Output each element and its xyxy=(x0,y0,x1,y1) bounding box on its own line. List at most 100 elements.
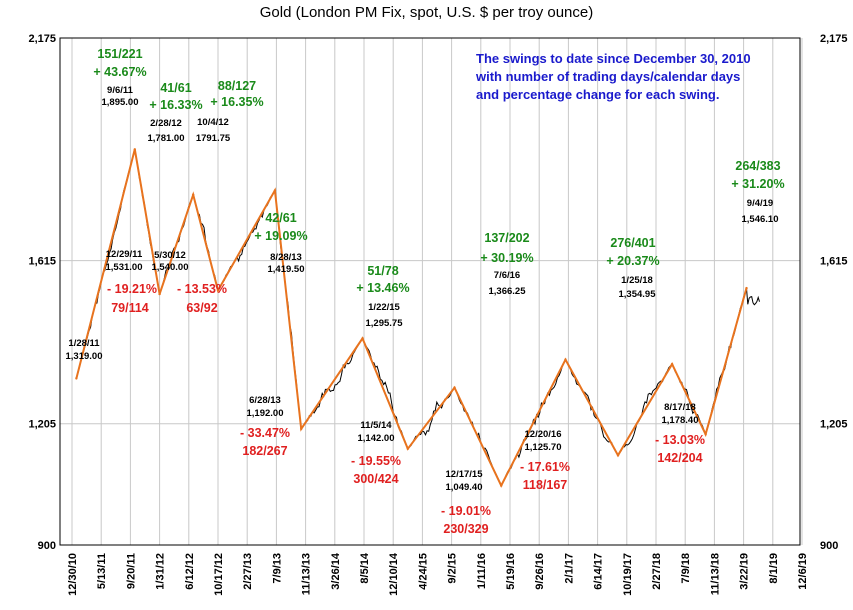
y-tick-label-left: 900 xyxy=(38,540,56,552)
x-tick-label: 3/26/14 xyxy=(330,552,342,590)
swing-point xyxy=(670,362,674,366)
annotation-line-1: 12/20/16 xyxy=(525,429,562,440)
annotation-line-2: 1,531.00 xyxy=(106,262,143,273)
x-tick-label: 5/13/11 xyxy=(96,553,108,589)
y-tick-label-right: 1,615 xyxy=(820,256,848,268)
swing-point xyxy=(616,454,620,457)
annotation-line-2: 1,540.00 xyxy=(152,262,189,273)
swing-point-label: 1/28/11 1,319.00 xyxy=(66,338,103,362)
annotation-line-1: 1/25/18 xyxy=(621,275,653,286)
annotation-line-1: 8/17/18 xyxy=(664,402,696,413)
swing-point xyxy=(75,377,78,380)
swing-point-label: 12/17/15 1,049.40 xyxy=(446,469,484,493)
annotation-line-2: 1,366.25 xyxy=(489,286,527,297)
swing-annotations: 151/221 + 43.67% 9/6/111,895.00 41/61 + 16.3… xyxy=(66,47,785,536)
x-tick-label: 9/20/11 xyxy=(125,553,137,589)
annotation-line-1: - 13.03% xyxy=(655,433,705,447)
swing-point-label: 10/4/12 1791.75 xyxy=(196,117,231,144)
swing-change-label: 137/202 + 30.19% xyxy=(480,231,533,265)
swing-point-label: 7/6/16 1,366.25 xyxy=(489,270,527,297)
plot-frame xyxy=(59,37,801,546)
x-tick-label: 6/14/17 xyxy=(593,553,605,590)
note-line-2: with number of trading days/calendar day… xyxy=(476,69,741,84)
x-tick-label: 10/17/12 xyxy=(213,553,225,596)
annotation-line-2: 1,178.40 xyxy=(662,415,699,426)
annotation-line-2: 1791.75 xyxy=(196,133,231,144)
annotation-line-2: 230/329 xyxy=(443,522,488,536)
swing-point-label: 9/4/19 1,546.10 xyxy=(742,198,779,225)
annotation-line-2: 300/424 xyxy=(353,472,398,486)
annotation-line-2: 1,192.00 xyxy=(247,408,284,419)
note-line-3: and percentage change for each swing. xyxy=(476,87,720,102)
annotation-line-2: 142/204 xyxy=(657,451,702,465)
x-tick-label: 9/2/15 xyxy=(447,553,459,584)
x-tick-label: 12/6/19 xyxy=(797,553,809,590)
x-axis-ticks: 12/30/10 5/13/11 9/20/11 1/31/12 6/12/12 10/1… xyxy=(67,552,809,596)
swing-change-label: - 33.47% 182/267 xyxy=(240,426,290,458)
x-tick-label: 10/19/17 xyxy=(622,553,634,596)
annotation-line-2: 1,781.00 xyxy=(148,133,185,144)
y-tick-label-left: 1,205 xyxy=(28,419,56,431)
x-tick-label: 11/13/13 xyxy=(301,553,313,595)
annotation-line-1: 11/5/14 xyxy=(360,420,392,431)
annotation-line-1: 88/127 xyxy=(218,79,256,93)
x-tick-label: 12/10/14 xyxy=(388,552,400,596)
swing-change-label: - 13.53% 63/92 xyxy=(177,282,227,315)
x-tick-label: 1/31/12 xyxy=(155,553,167,590)
swing-point xyxy=(564,358,567,361)
annotation-line-1: 264/383 xyxy=(735,159,780,173)
annotation-line-2: 1,125.70 xyxy=(525,442,562,453)
swing-point xyxy=(745,286,748,290)
swing-point-label: 9/6/111,895.00 xyxy=(102,85,139,108)
annotation-line-1: 51/78 xyxy=(367,264,398,278)
annotation-line-1: - 19.55% xyxy=(351,454,401,468)
y-tick-label-right: 1,205 xyxy=(820,419,848,431)
swing-point xyxy=(500,484,503,487)
y-tick-label-right: 2,175 xyxy=(820,33,848,45)
swing-point-label: 8/17/18 1,178.40 xyxy=(662,402,699,426)
x-tick-label: 8/1/19 xyxy=(768,553,780,584)
annotation-line-2: + 43.67% xyxy=(93,65,146,79)
annotation-line-2: 1,354.95 xyxy=(619,289,657,300)
annotation-line-2: 182/267 xyxy=(242,444,287,458)
annotation-line-1: 6/28/13 xyxy=(249,395,281,406)
annotation-line-1: 8/28/13 xyxy=(270,252,302,263)
annotation-line-1: 12/17/15 xyxy=(446,469,484,480)
y-axis-ticks: 2,175 2,175 1,615 1,615 1,205 1,205 900 900 xyxy=(28,33,847,552)
annotation-line-1: 10/4/12 xyxy=(197,117,229,128)
annotation-line-1: - 17.61% xyxy=(520,460,570,474)
swing-point-label: 12/29/11 1,531.00 xyxy=(106,249,143,273)
swing-note: The swings to date since December 30, 20… xyxy=(476,50,796,104)
swing-point-label: 1/22/15 1,295.75 xyxy=(366,302,404,329)
swing-point xyxy=(704,433,707,436)
annotation-line-2: + 30.19% xyxy=(480,251,533,265)
swing-point-label: 8/28/131,419.50 xyxy=(268,252,305,275)
annotation-line-2: + 20.37% xyxy=(606,254,659,268)
swing-point-label: 11/5/14 1,142.00 xyxy=(358,420,395,444)
annotation-line-1: 42/61 xyxy=(265,211,296,225)
annotation-line-1: 41/61 xyxy=(160,81,191,95)
chart-title: Gold (London PM Fix, spot, U.S. $ per tr… xyxy=(259,4,594,21)
swing-change-label: 51/78 + 13.46% xyxy=(356,264,409,295)
annotation-line-1: - 19.01% xyxy=(441,504,491,518)
x-tick-label: 12/30/10 xyxy=(67,553,79,596)
annotation-line-1: 5/30/12 xyxy=(154,250,186,261)
x-tick-label: 3/22/19 xyxy=(739,553,751,590)
annotation-line-2: 1,419.50 xyxy=(268,264,305,275)
annotation-line-1: - 33.47% xyxy=(240,426,290,440)
x-tick-label: 8/5/14 xyxy=(359,552,371,583)
swing-point-label: 2/28/12 1,781.00 xyxy=(148,118,185,144)
y-tick-label-left: 1,615 xyxy=(28,256,56,268)
swing-change-label: 42/61 + 19.09% xyxy=(254,211,307,243)
swing-point-label: 5/30/121,540.00 xyxy=(152,250,189,273)
swing-point xyxy=(406,447,409,450)
annotation-line-2: 1,895.00 xyxy=(102,97,139,108)
swing-point xyxy=(273,189,277,192)
swing-point xyxy=(158,292,161,296)
annotation-line-1: 12/29/11 xyxy=(106,249,143,260)
annotation-line-1: 9/4/19 xyxy=(747,198,773,209)
annotation-line-1: 137/202 xyxy=(484,231,529,245)
swing-change-label: 276/401 + 20.37% xyxy=(606,236,659,268)
swing-points xyxy=(75,148,748,487)
